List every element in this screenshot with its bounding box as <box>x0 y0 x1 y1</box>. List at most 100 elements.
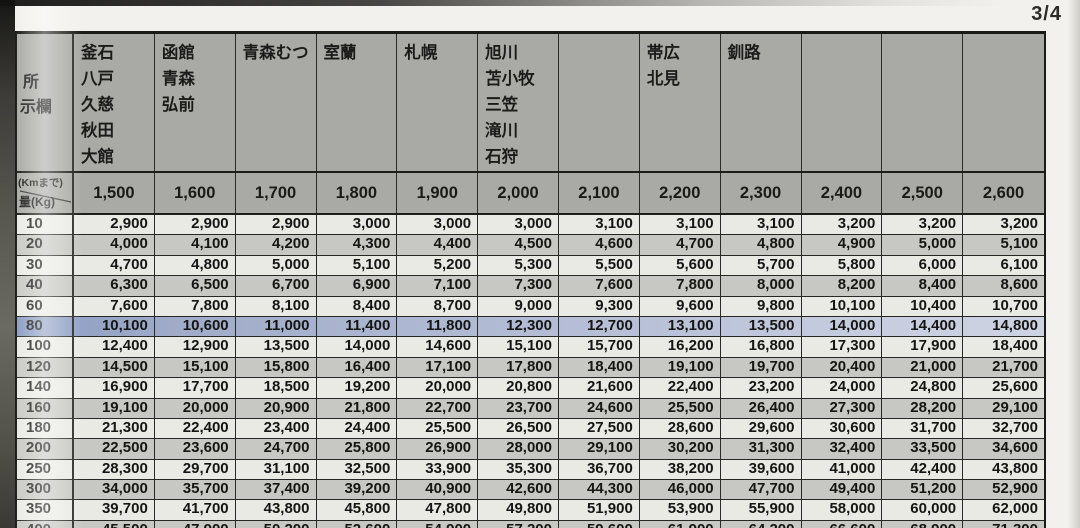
rate-cell: 15,100 <box>478 337 559 357</box>
rate-cell: 28,000 <box>478 439 559 459</box>
rate-cell: 5,100 <box>1000 235 1038 253</box>
city-header-cell: 釧路 <box>721 34 802 171</box>
rate-cell: 17,300 <box>802 337 883 357</box>
rate-cell: 24,800 <box>882 378 964 398</box>
rate-cell: 5,700 <box>721 255 802 276</box>
city-header-cell: 函館 青森 弘前 <box>155 34 236 171</box>
rate-row: 30 4,700 4,800 5,000 5,100 5,200 5,300 5,500 5,6… <box>17 255 1044 277</box>
distance-cell: 2,300 <box>721 173 802 213</box>
rate-cell: 21,700 <box>992 357 1038 375</box>
rate-cell: 35,300 <box>478 459 559 480</box>
rate-cell: 6,900 <box>317 276 398 296</box>
rate-cell: 42,400 <box>882 459 964 480</box>
rate-cell: 39,600 <box>721 459 802 480</box>
rate-cell: 5,500 <box>559 255 640 276</box>
rate-cell: 24,600 <box>559 398 640 418</box>
rate-cell: 34,600 <box>992 439 1038 457</box>
rate-cell: 3,200 <box>802 215 883 235</box>
rate-cell: 32,700 <box>992 418 1038 436</box>
rate-cell: 30,200 <box>640 439 721 459</box>
rate-cell: 7,300 <box>478 276 559 296</box>
rate-cell: 21,000 <box>882 357 964 378</box>
rate-row: 180 21,300 22,400 23,400 24,400 25,500 26,500 2… <box>17 418 1044 440</box>
rate-row: 10 2,900 2,900 2,900 3,000 3,000 3,000 3,100 3,1… <box>17 215 1044 236</box>
rate-cell: 7,600 <box>559 276 640 296</box>
weight-cell: 400 <box>17 520 74 528</box>
weight-cell: 300 <box>17 480 74 500</box>
rate-cell: 51,900 <box>559 500 640 520</box>
rate-cell: 52,600 <box>317 520 398 528</box>
rate-cell: 11,400 <box>317 316 398 337</box>
rate-cell: 21,300 <box>74 418 155 439</box>
rate-cell: 41,700 <box>155 500 236 520</box>
rate-cell: 17,100 <box>397 357 479 378</box>
city-header-cell: 帯広 北見 <box>640 34 721 171</box>
rate-cell: 9,600 <box>640 296 721 316</box>
weight-cell: 250 <box>17 459 74 480</box>
rate-cell: 25,500 <box>397 418 479 439</box>
weight-cell: 20 <box>17 235 74 255</box>
weight-unit-label: 量(Kg) <box>19 195 55 209</box>
rate-cell: 9,300 <box>559 296 640 316</box>
rate-cell: 29,100 <box>559 439 640 459</box>
distance-cell: 1,800 <box>317 173 398 213</box>
rate-cell: 52,900 <box>992 480 1038 498</box>
rate-cell: 5,000 <box>882 235 964 255</box>
rate-cell: 14,500 <box>74 357 155 378</box>
rate-cell: 18,400 <box>992 337 1038 355</box>
rate-cell: 6,300 <box>74 276 155 296</box>
rate-cell: 10,100 <box>74 316 155 337</box>
rate-row: 350 39,700 41,700 43,800 45,800 47,800 49,800 5… <box>17 500 1044 521</box>
rate-cell: 6,700 <box>236 276 317 296</box>
rate-cell: 14,000 <box>317 337 398 357</box>
rate-cell: 37,400 <box>236 480 317 500</box>
weight-cell: 180 <box>17 418 74 439</box>
rate-cell: 8,600 <box>1000 276 1038 294</box>
rate-cell: 44,300 <box>559 480 640 500</box>
rate-cell: 3,100 <box>640 215 721 235</box>
rate-cell: 14,000 <box>802 316 883 337</box>
rate-cell: 4,300 <box>317 235 398 255</box>
city-header-cell <box>802 34 883 171</box>
rate-cell: 41,000 <box>802 459 883 480</box>
rate-row: 100 12,400 12,900 13,500 14,000 14,600 15,100 1… <box>17 337 1044 358</box>
rate-cell: 58,000 <box>802 500 883 520</box>
rate-cell: 8,000 <box>721 276 802 296</box>
weight-cell: 10 <box>17 215 74 235</box>
distance-cell: 2,500 <box>882 173 964 213</box>
rate-cell: 5,600 <box>640 255 721 276</box>
rate-cell: 33,500 <box>882 439 964 459</box>
weight-cell: 140 <box>17 378 74 398</box>
rate-cell: 27,300 <box>802 398 883 418</box>
rate-cell: 16,200 <box>640 337 721 357</box>
rate-cell: 20,400 <box>802 357 883 378</box>
rate-cell: 21,600 <box>559 378 640 398</box>
location-label-line1: 所 <box>23 74 40 91</box>
rate-cell: 32,400 <box>802 439 883 459</box>
distance-unit-label: (Kmまで) <box>18 177 63 189</box>
rate-cell: 17,800 <box>478 357 559 378</box>
rate-cell: 17,700 <box>155 378 236 398</box>
rate-cell: 8,400 <box>882 276 964 296</box>
city-header-cell <box>882 34 964 171</box>
rate-cell: 21,800 <box>317 398 398 418</box>
rate-cell: 38,200 <box>640 459 721 480</box>
rate-cell: 8,400 <box>317 296 398 316</box>
rate-cell: 4,200 <box>236 235 317 255</box>
rate-cell: 11,800 <box>397 316 479 337</box>
rate-cell: 22,700 <box>397 398 479 418</box>
rate-cell: 26,500 <box>478 418 559 439</box>
rate-cell: 13,500 <box>721 316 802 337</box>
rate-cell: 10,700 <box>992 296 1038 314</box>
rate-cell: 25,800 <box>317 439 398 459</box>
rate-cell: 3,000 <box>397 215 479 235</box>
city-header-cell: 青森むつ <box>236 34 317 171</box>
rate-cell: 23,200 <box>721 378 802 398</box>
rate-row: 40 6,300 6,500 6,700 6,900 7,100 7,300 7,600 7,8… <box>17 276 1044 297</box>
rate-row: 20 4,000 4,100 4,200 4,300 4,400 4,500 4,600 4,7… <box>17 235 1044 256</box>
distance-cell: 2,100 <box>559 173 640 213</box>
rate-cell: 71,300 <box>963 521 1044 528</box>
rate-cell: 64,200 <box>721 520 802 528</box>
distance-cell: 1,500 <box>74 173 155 213</box>
